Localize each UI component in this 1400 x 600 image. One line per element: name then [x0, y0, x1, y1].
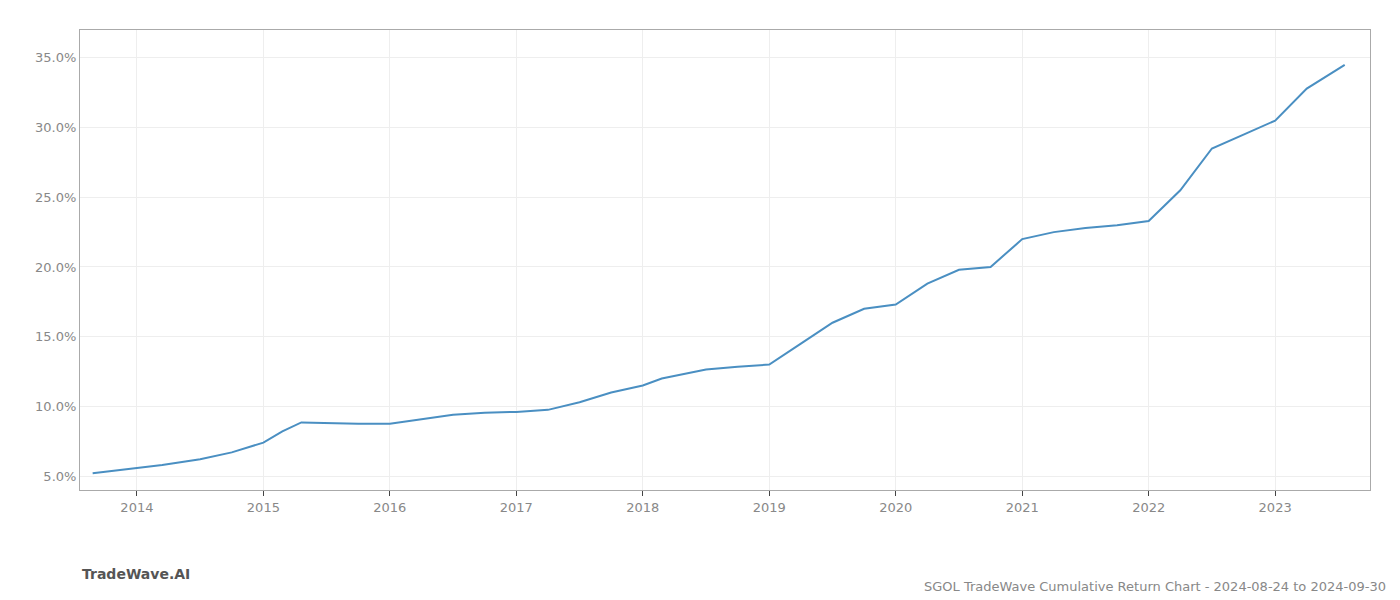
svg-text:TradeWave.AI: TradeWave.AI	[82, 566, 190, 582]
svg-text:15.0%: 15.0%	[35, 329, 76, 344]
svg-text:2018: 2018	[626, 500, 659, 515]
svg-text:5.0%: 5.0%	[43, 469, 76, 484]
svg-text:2016: 2016	[373, 500, 406, 515]
svg-text:2017: 2017	[500, 500, 533, 515]
svg-text:2020: 2020	[879, 500, 912, 515]
svg-text:35.0%: 35.0%	[35, 50, 76, 65]
svg-text:2022: 2022	[1132, 500, 1165, 515]
svg-text:2023: 2023	[1259, 500, 1292, 515]
svg-text:20.0%: 20.0%	[35, 260, 76, 275]
svg-text:SGOL TradeWave Cumulative Retu: SGOL TradeWave Cumulative Return Chart -…	[924, 579, 1386, 594]
svg-text:2015: 2015	[247, 500, 280, 515]
svg-text:2021: 2021	[1006, 500, 1039, 515]
svg-text:30.0%: 30.0%	[35, 120, 76, 135]
svg-text:25.0%: 25.0%	[35, 190, 76, 205]
svg-text:2014: 2014	[120, 500, 153, 515]
svg-text:2019: 2019	[753, 500, 786, 515]
svg-text:10.0%: 10.0%	[35, 399, 76, 414]
